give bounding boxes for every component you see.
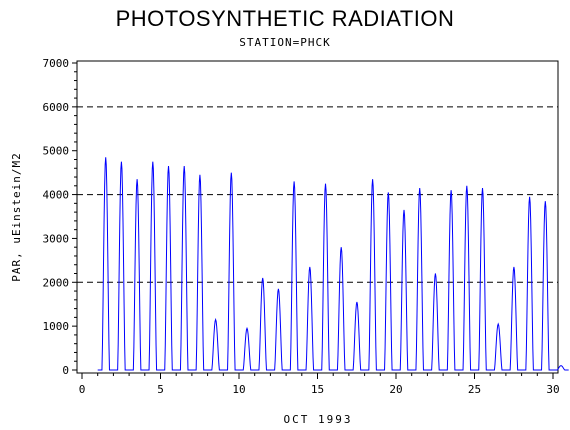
x-tick-label: 30 <box>546 383 559 396</box>
y-tick-label: 7000 <box>43 57 70 70</box>
x-tick-label: 5 <box>157 383 164 396</box>
chart-subtitle: STATION=PHCK <box>239 36 331 49</box>
x-tick-label: 20 <box>389 383 402 396</box>
y-tick-label: 2000 <box>43 276 70 289</box>
y-tick-label: 3000 <box>43 232 70 245</box>
y-axis-label: PAR, uEinstein/M2 <box>10 152 23 282</box>
y-tick-label: 0 <box>62 364 69 377</box>
y-tick-label: 6000 <box>43 101 70 114</box>
y-tick-label: 4000 <box>43 189 70 202</box>
par-series-line <box>97 157 569 371</box>
x-tick-label: 15 <box>311 383 324 396</box>
y-tick-label: 1000 <box>43 320 70 333</box>
x-tick-label: 25 <box>468 383 481 396</box>
y-tick-label: 5000 <box>43 145 70 158</box>
x-tick-label: 0 <box>79 383 86 396</box>
chart-title: PHOTOSYNTHETIC RADIATION <box>115 6 455 31</box>
x-tick-label: 10 <box>232 383 245 396</box>
x-axis-label: OCT 1993 <box>284 413 353 426</box>
